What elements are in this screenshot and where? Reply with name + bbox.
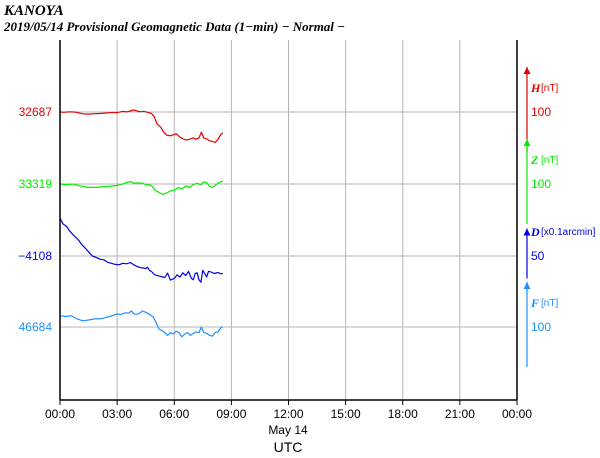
scale-value-h: 100 (531, 105, 551, 119)
x-tick-label: 21:00 (445, 407, 475, 421)
scale-arrow-h (523, 67, 531, 74)
scale-value-f: 100 (531, 320, 551, 334)
x-tick-label: 12:00 (273, 407, 303, 421)
scale-arrow-f (523, 282, 531, 289)
chart-subtitle: 2019/05/14 Provisional Geomagnetic Data … (3, 19, 345, 34)
x-tick-label: 06:00 (159, 407, 189, 421)
left-label-z: 33319 (19, 177, 53, 191)
series-line-h (59, 109, 224, 144)
scale-value-z: 100 (531, 177, 551, 191)
scale-unit-d: [x0.1arcmin] (541, 227, 596, 238)
scale-arrow-d (523, 228, 531, 236)
scale-name-h: H (530, 81, 541, 95)
scale-unit-z: [nT] (541, 155, 558, 166)
scale-value-d: 50 (531, 249, 545, 263)
scale-arrow-z (523, 139, 531, 146)
series-line-z (59, 180, 224, 195)
series-layer (59, 109, 224, 338)
station-title: KANOYA (3, 3, 64, 19)
grid (60, 40, 517, 400)
left-value-labels: 32687 33319 −4108 46684 (18, 105, 52, 334)
left-label-h: 32687 (19, 105, 53, 119)
x-axis-label: UTC (274, 439, 303, 455)
x-tick-label: 00:00 (502, 407, 532, 421)
scale-name-z: Z (530, 153, 539, 167)
left-label-f: 46684 (19, 320, 53, 334)
left-label-d: −4108 (18, 249, 52, 263)
series-line-f (59, 310, 224, 338)
scale-unit-f: [nT] (541, 298, 558, 309)
x-tick-label: 00:00 (45, 407, 75, 421)
series-line-d (59, 217, 223, 283)
scale-unit-h: [nT] (541, 83, 558, 94)
scale-name-d: D (530, 225, 540, 239)
x-tick-label: 18:00 (388, 407, 418, 421)
x-tick-label: 03:00 (102, 407, 132, 421)
date-label: May 14 (268, 423, 308, 437)
x-tick-label: 09:00 (216, 407, 246, 421)
scale-name-f: F (530, 296, 539, 310)
x-tick-labels: 00:00 03:00 06:00 09:00 12:00 15:00 18:00 21:00… (45, 400, 532, 421)
x-tick-label: 15:00 (331, 407, 361, 421)
